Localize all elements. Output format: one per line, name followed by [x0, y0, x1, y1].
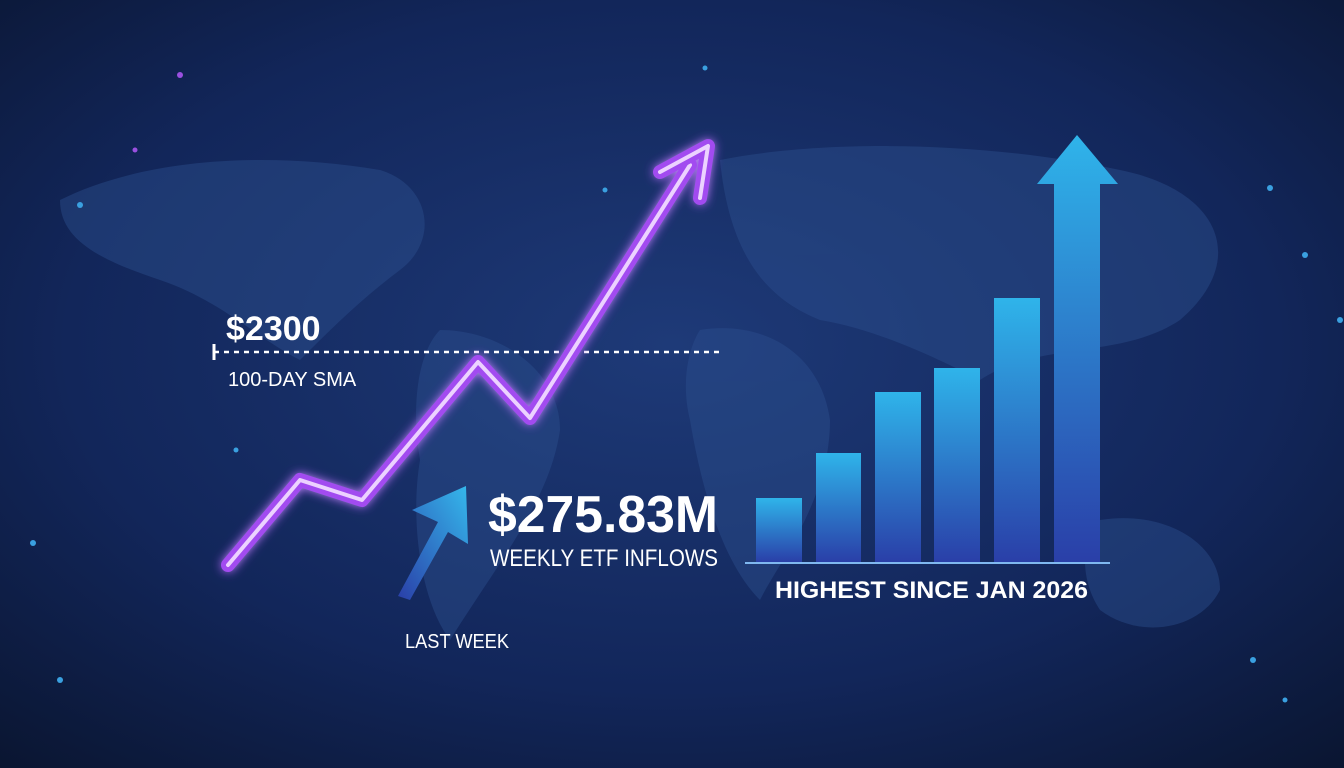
bar-graphic	[756, 135, 1118, 562]
sma-price: $2300	[226, 310, 321, 348]
period-label: LAST WEEK	[405, 631, 510, 653]
inflow-arrow	[398, 486, 468, 600]
sma-label: 100-DAY SMA	[228, 369, 357, 391]
inflow-value: $275.83M	[488, 486, 718, 544]
price-trend-line	[221, 139, 715, 572]
inflow-label: WEEKLY ETF INFLOWS	[490, 545, 718, 572]
highest-label: HIGHEST SINCE JAN 2026	[775, 577, 1088, 604]
